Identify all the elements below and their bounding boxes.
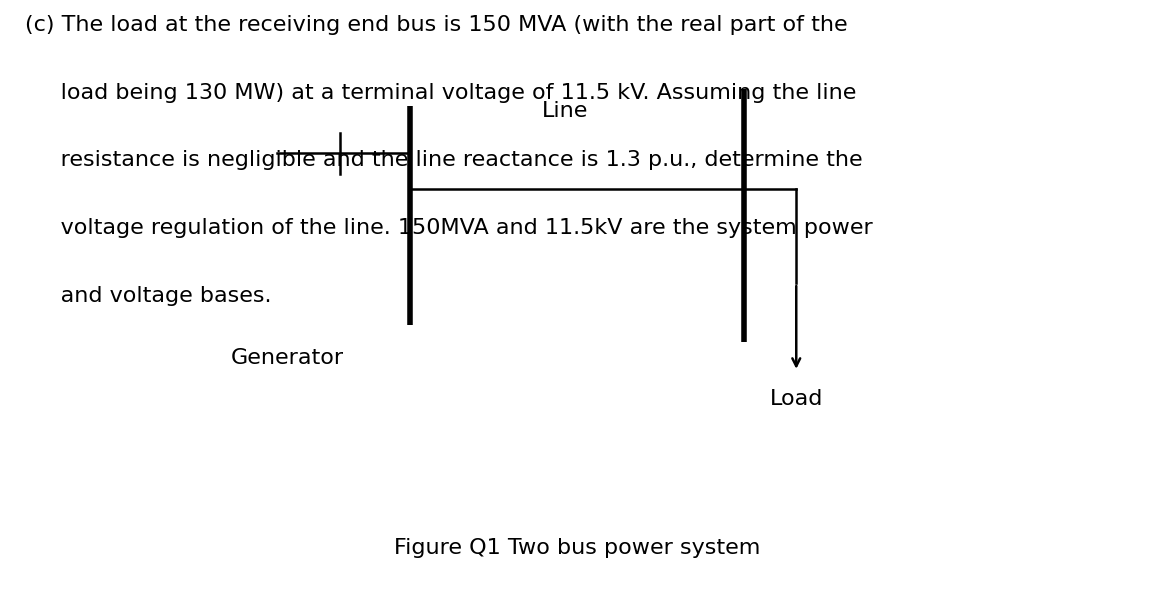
Text: and voltage bases.: and voltage bases. [25,286,272,306]
Text: Generator: Generator [231,348,344,368]
Text: Load: Load [770,389,823,409]
Text: resistance is negligible and the line reactance is 1.3 p.u., determine the: resistance is negligible and the line re… [25,150,863,171]
Text: (c) The load at the receiving end bus is 150 MVA (with the real part of the: (c) The load at the receiving end bus is… [25,15,848,35]
Text: Line: Line [542,101,589,121]
Text: voltage regulation of the line. 150MVA and 11.5kV are the system power: voltage regulation of the line. 150MVA a… [25,218,874,238]
Text: load being 130 MW) at a terminal voltage of 11.5 kV. Assuming the line: load being 130 MW) at a terminal voltage… [25,83,856,103]
Text: Figure Q1 Two bus power system: Figure Q1 Two bus power system [394,537,760,558]
